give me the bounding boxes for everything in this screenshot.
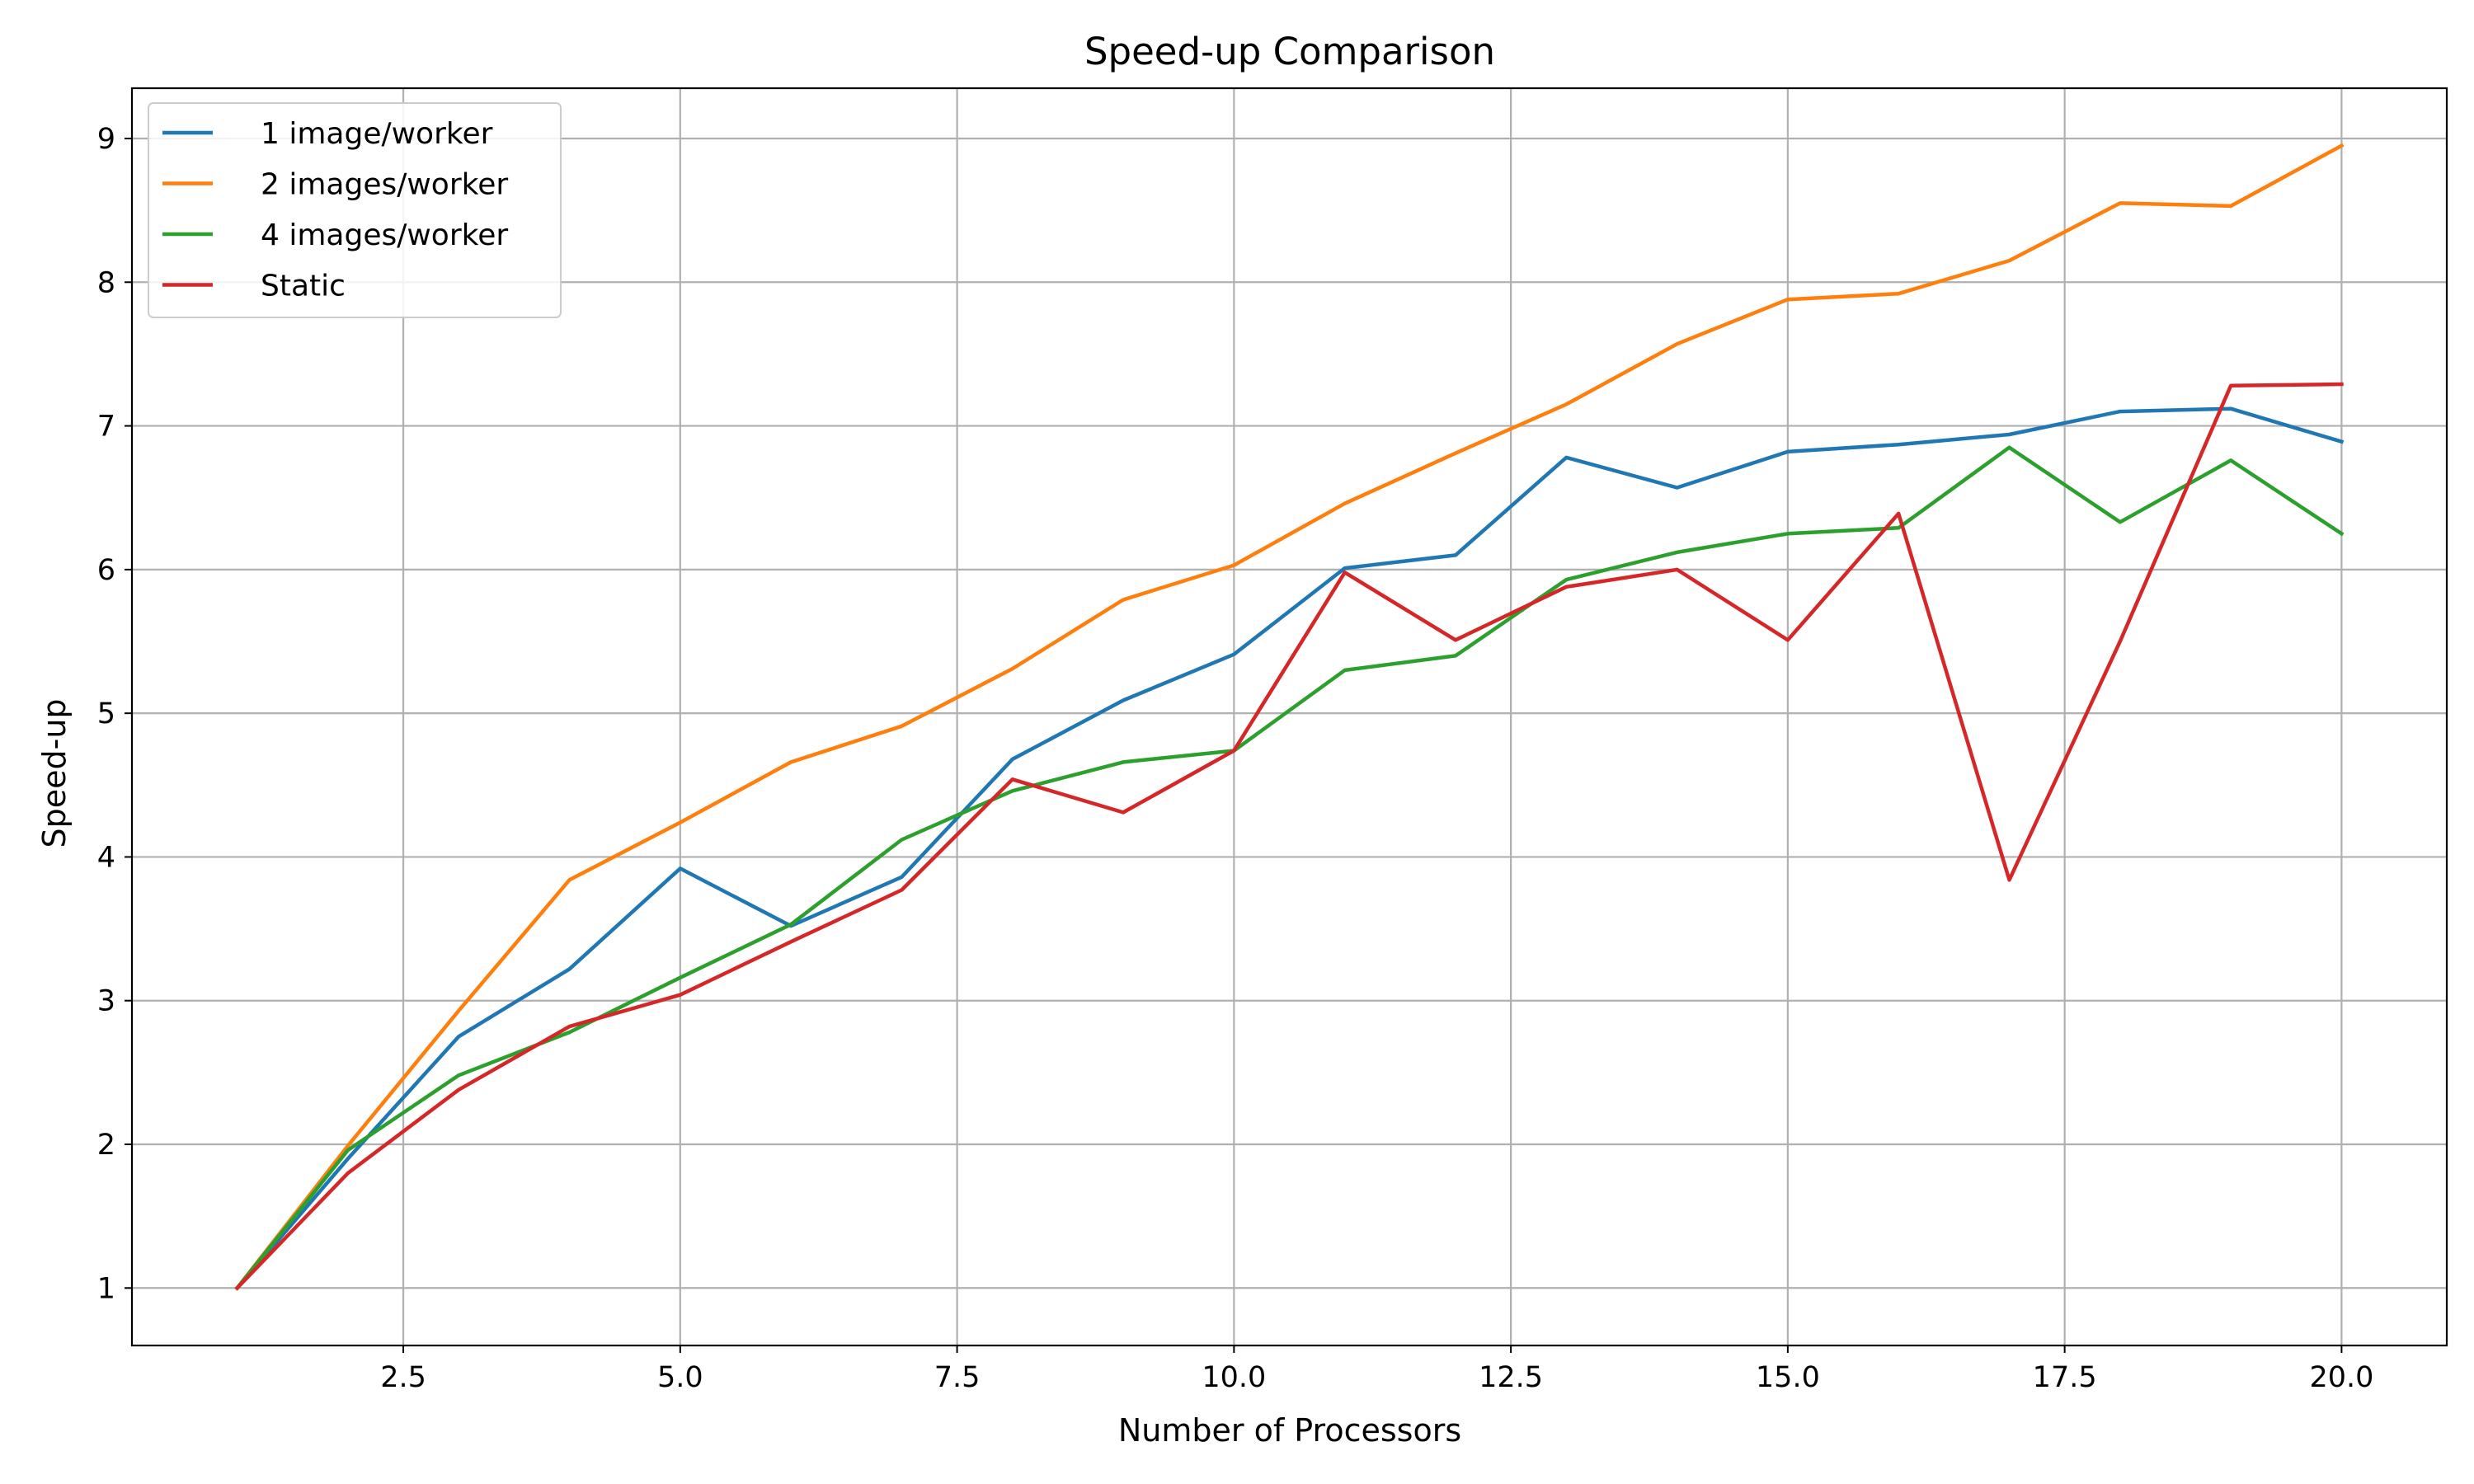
y-tick-label: 3	[97, 985, 115, 1018]
y-tick-label: 2	[97, 1129, 115, 1162]
y-tick-label: 8	[97, 266, 115, 299]
legend-box	[148, 102, 562, 318]
x-tick-label: 5.0	[657, 1361, 703, 1394]
x-tick-label: 20.0	[2309, 1361, 2373, 1394]
series-lines	[234, 143, 2345, 1291]
series-line-1	[234, 406, 2345, 1291]
x-tick-label: 15.0	[1756, 1361, 1820, 1394]
y-axis-label: Speed-up	[36, 698, 73, 848]
series-line-3	[234, 445, 2345, 1291]
x-tick-label: 7.5	[934, 1361, 981, 1394]
axis-ticks: 2.5 5.0 7.5 10.0 12.5 15.0 17.5 20.0 1 2 3 4 5 6 7 8 9	[97, 123, 2374, 1394]
y-tick-label: 1	[97, 1272, 115, 1305]
legend-label: Static	[261, 270, 346, 303]
x-tick-label: 12.5	[1479, 1361, 1543, 1394]
series-line-2	[234, 143, 2345, 1291]
y-tick-label: 4	[97, 841, 115, 874]
legend-label: 4 images/worker	[261, 218, 508, 252]
plot-area-frame	[130, 87, 2448, 1347]
x-tick-label: 17.5	[2033, 1361, 2097, 1394]
y-tick-label: 7	[97, 411, 115, 444]
legend-label: 2 images/worker	[261, 168, 508, 202]
grid-lines	[132, 88, 2447, 1345]
x-tick-label: 10.0	[1202, 1361, 1266, 1394]
y-tick-label: 5	[97, 697, 115, 730]
y-tick-label: 6	[97, 554, 115, 587]
chart-title: Speed-up Comparison	[1084, 30, 1495, 73]
y-tick-label: 9	[97, 123, 115, 156]
x-axis-label: Number of Processors	[1118, 1412, 1461, 1449]
legend: 1 image/worker 2 images/worker 4 images/wo…	[148, 102, 562, 318]
x-tick-label: 2.5	[380, 1361, 426, 1394]
series-line-4	[234, 382, 2344, 1291]
legend-label: 1 image/worker	[261, 117, 493, 151]
